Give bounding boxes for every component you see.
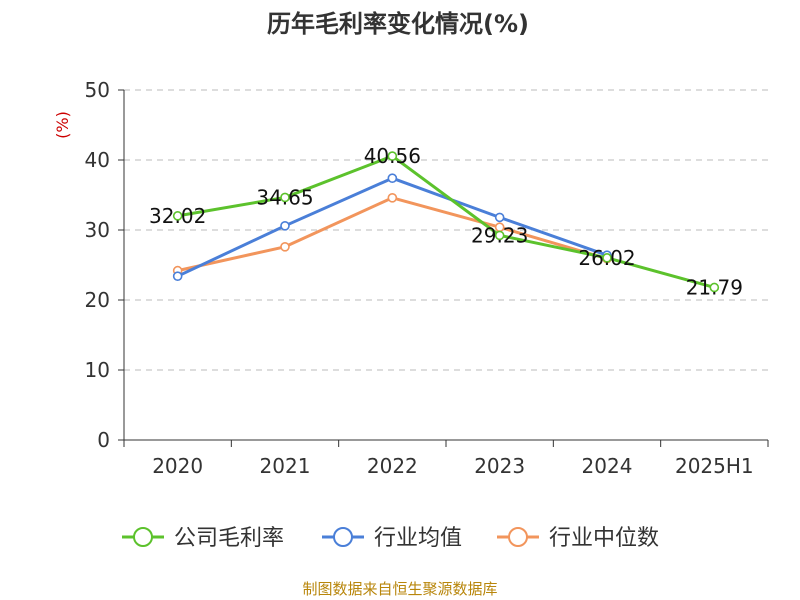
data-labels: 32.02 34.65 40.56 29.23 26.02 21.79: [149, 144, 743, 299]
x-tick-label: 2022: [367, 454, 418, 478]
data-point: [387, 173, 398, 183]
data-point: [280, 242, 290, 252]
y-tick-label: 40: [85, 148, 110, 172]
series-0: [172, 151, 720, 293]
series-line: [177, 154, 715, 289]
source-note: 制图数据来自恒生聚源数据库: [302, 580, 497, 598]
y-tick-label: 20: [85, 288, 110, 312]
x-tick-label: 2020: [152, 454, 203, 478]
y-tick-label: 50: [85, 78, 110, 102]
legend-marker: [333, 527, 353, 547]
legend-label: 公司毛利率: [174, 526, 284, 551]
data-label: 34.65: [256, 185, 313, 209]
data-point: [280, 221, 290, 231]
data-point: [172, 211, 183, 221]
legend: 公司毛利率 行业均值 行业中位数: [122, 526, 659, 551]
data-point: [602, 253, 612, 263]
data-point: [494, 230, 505, 241]
chart-title: 历年毛利率变化情况(%): [267, 10, 529, 38]
data-label: 32.02: [149, 204, 206, 228]
y-tick-label: 0: [97, 428, 110, 452]
data-point: [387, 151, 398, 161]
series-layer: [172, 151, 720, 293]
data-label: 21.79: [686, 275, 743, 299]
legend-label: 行业均值: [374, 526, 462, 551]
data-label: 26.02: [578, 246, 635, 270]
data-point: [172, 271, 183, 282]
legend-marker: [508, 527, 528, 547]
data-point: [387, 193, 398, 203]
grid-lines: [124, 89, 768, 371]
x-tick-label: 2025H1: [675, 454, 754, 478]
y-tick-label: 30: [85, 218, 110, 242]
series-line: [177, 196, 608, 273]
series-line: [177, 176, 608, 278]
data-point: [494, 212, 505, 223]
y-axis-unit: (%): [53, 111, 72, 139]
data-label: 29.23: [471, 223, 528, 247]
legend-marker: [133, 527, 153, 547]
series-1: [172, 173, 612, 282]
x-tick-label: 2023: [474, 454, 525, 478]
data-point: [709, 282, 720, 293]
data-point: [280, 192, 290, 203]
x-tick-label: 2024: [582, 454, 633, 478]
axes: 0 10 20 30 40 50 2020 2021 2022 2023 2024 2025H1: [85, 78, 769, 478]
legend-label: 行业中位数: [549, 526, 659, 551]
data-label: 40.56: [364, 144, 421, 168]
x-tick-label: 2021: [260, 454, 311, 478]
legend-item: 公司毛利率: [122, 526, 284, 551]
legend-item: 行业均值: [322, 526, 462, 551]
y-tick-label: 10: [85, 358, 110, 382]
legend-item: 行业中位数: [497, 526, 659, 551]
